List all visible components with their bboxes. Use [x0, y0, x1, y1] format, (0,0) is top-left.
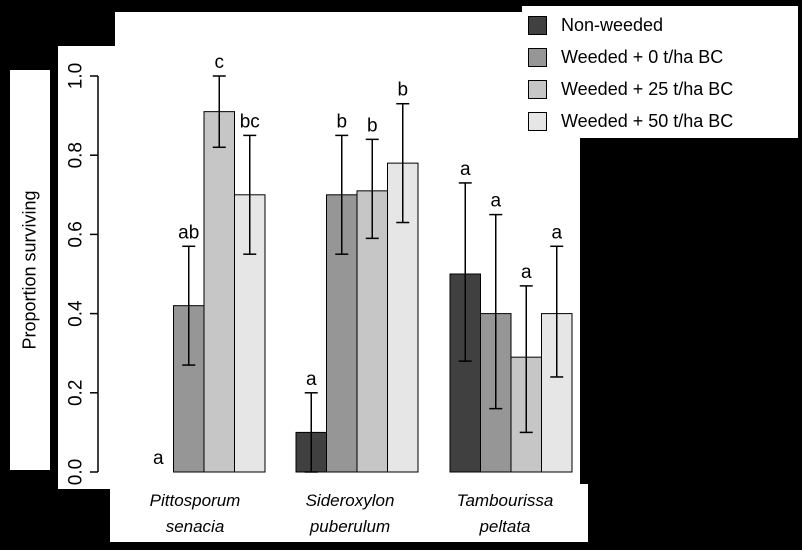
y-tick-label: 0.0	[66, 459, 87, 485]
category-label-panel	[110, 484, 588, 542]
category-label-pittosporum: Pittosporum senacia	[120, 488, 270, 540]
significance-letter: b	[397, 80, 408, 101]
legend-label: Weeded + 0 t/ha BC	[561, 46, 724, 67]
significance-letter: a	[306, 369, 317, 390]
y-tick-label: 0.8	[66, 142, 87, 168]
y-tick-label: 0.2	[66, 380, 87, 406]
significance-letter: a	[551, 222, 562, 243]
plot-background-top	[115, 12, 525, 52]
significance-letter: a	[490, 191, 501, 212]
bar	[203, 111, 235, 473]
y-tick-label: 1.0	[66, 63, 87, 89]
significance-letter: a	[521, 262, 532, 283]
category-label-line2: senacia	[165, 517, 225, 536]
significance-letter: b	[336, 111, 347, 132]
legend: Non-weeded Weeded + 0 t/ha BC Weeded + 2…	[522, 6, 798, 138]
legend-item-weeded-0: Weeded + 0 t/ha BC	[528, 44, 723, 70]
legend-item-weeded-25: Weeded + 25 t/ha BC	[528, 76, 733, 102]
category-label-tambourissa: Tambourissa peltata	[430, 488, 580, 540]
y-tick-label: 0.6	[66, 221, 87, 247]
y-tick-label: 0.4	[66, 300, 87, 327]
significance-letter: c	[215, 52, 225, 73]
category-label-line1: Sideroxylon	[305, 491, 395, 510]
significance-letter: ab	[178, 222, 199, 243]
legend-swatch	[528, 47, 547, 67]
legend-label: Non-weeded	[561, 14, 664, 35]
significance-letter: a	[153, 448, 164, 469]
legend-label: Weeded + 50 t/ha BC	[561, 110, 734, 131]
significance-letter: b	[367, 115, 378, 136]
category-label-line1: Tambourissa	[456, 491, 554, 510]
legend-item-weeded-50: Weeded + 50 t/ha BC	[528, 108, 733, 134]
category-label-line2: peltata	[479, 517, 531, 536]
category-label-sideroxylon: Sideroxylon puberulum	[275, 488, 425, 540]
significance-letter: a	[460, 159, 471, 180]
y-axis-label-box: Proportion surviving	[10, 70, 50, 470]
category-label-line1: Pittosporum	[149, 491, 241, 510]
legend-swatch	[528, 15, 547, 35]
legend-swatch	[528, 79, 547, 99]
significance-letter: bc	[240, 111, 260, 132]
legend-label: Weeded + 25 t/ha BC	[561, 78, 734, 99]
legend-swatch	[528, 111, 547, 131]
legend-item-non-weeded: Non-weeded	[528, 12, 663, 38]
category-label-line2: puberulum	[309, 517, 391, 536]
